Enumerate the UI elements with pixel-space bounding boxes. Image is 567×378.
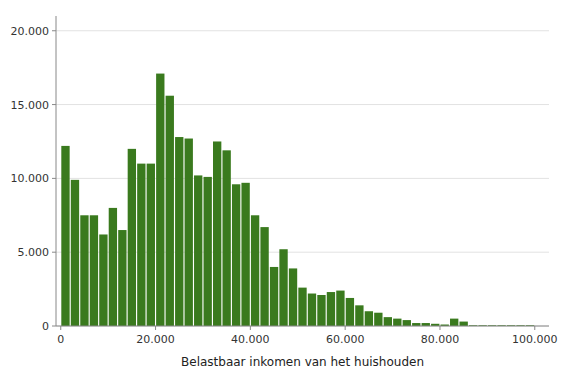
page: {"chart_data": {"type": "histogram", "xl…	[0, 0, 567, 378]
bar	[99, 234, 107, 326]
x-tick	[60, 326, 61, 330]
bar	[393, 319, 401, 326]
bar	[384, 317, 392, 326]
x-tick-label: 40.000	[231, 333, 270, 346]
x-tick-label: 0	[57, 333, 64, 346]
bar	[71, 180, 79, 326]
x-axis-label: Belastbaar inkomen van het huishouden	[181, 355, 424, 369]
bar	[147, 164, 155, 326]
bar	[327, 292, 335, 326]
bar	[232, 184, 240, 326]
grid-line	[56, 326, 549, 327]
x-tick	[155, 326, 156, 330]
y-tick	[52, 326, 56, 327]
bar	[279, 249, 287, 326]
y-tick	[52, 104, 56, 105]
bar	[156, 74, 164, 326]
bar	[317, 295, 325, 326]
x-tick-label: 80.000	[421, 333, 460, 346]
bar	[109, 208, 117, 326]
bar	[194, 175, 202, 326]
y-tick-label: 10.000	[11, 172, 50, 185]
y-tick	[52, 30, 56, 31]
bar	[251, 215, 259, 326]
bar	[90, 215, 98, 326]
bar	[336, 291, 344, 326]
bar	[166, 96, 174, 326]
x-tick	[534, 326, 535, 330]
y-tick	[52, 252, 56, 253]
y-tick	[52, 178, 56, 179]
bar	[128, 149, 136, 326]
x-tick-label: 100.000	[512, 333, 558, 346]
bar	[450, 319, 458, 326]
bar	[80, 215, 88, 326]
bar	[185, 139, 193, 326]
bar	[260, 227, 268, 326]
grid	[56, 31, 549, 326]
bar	[308, 294, 316, 326]
y-tick-label: 15.000	[11, 99, 50, 112]
bar	[355, 305, 363, 326]
y-tick-label: 5.000	[18, 246, 50, 259]
x-tick	[345, 326, 346, 330]
x-tick-label: 20.000	[136, 333, 175, 346]
x-tick-label: 60.000	[326, 333, 365, 346]
y-axis-line	[56, 16, 57, 326]
grid-line	[56, 104, 549, 105]
x-tick	[439, 326, 440, 330]
x-axis-line	[56, 326, 549, 327]
bar	[137, 164, 145, 326]
bar	[204, 177, 212, 326]
chart: 0 20.000 40.000 60.000 80.000 100.000 0 5.000 10…	[0, 0, 567, 378]
bar	[346, 298, 354, 326]
y-tick-label: 20.000	[11, 25, 50, 38]
x-tick	[250, 326, 251, 330]
bar	[403, 320, 411, 326]
bar	[374, 313, 382, 326]
bar	[61, 146, 69, 326]
y-tick-label: 0	[42, 320, 49, 333]
bars	[61, 74, 534, 326]
axes: 0 20.000 40.000 60.000 80.000 100.000 0 5.000 10…	[11, 16, 558, 346]
bar	[241, 183, 249, 326]
bar	[270, 267, 278, 326]
grid-line	[56, 30, 549, 31]
bar	[118, 230, 126, 326]
bar	[460, 322, 468, 326]
bar	[222, 150, 230, 326]
bar	[289, 268, 297, 326]
bar	[298, 288, 306, 326]
bar	[365, 311, 373, 326]
bar	[213, 141, 221, 326]
bar	[175, 137, 183, 326]
